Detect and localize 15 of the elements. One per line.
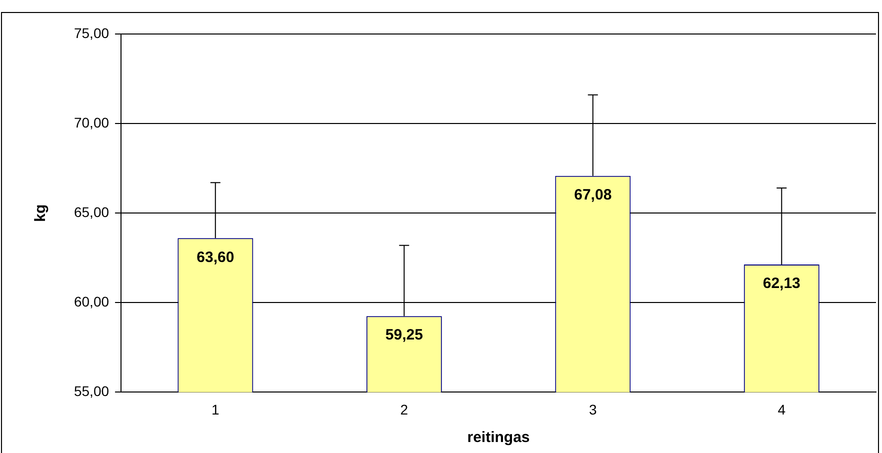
y-axis-title: kg <box>32 204 50 222</box>
y-tick-label: 55,00 <box>74 383 110 400</box>
y-tick-label: 75,00 <box>74 24 110 41</box>
x-tick-label: 1 <box>212 401 220 418</box>
y-tick-label: 60,00 <box>74 294 110 310</box>
y-tick-label: 65,00 <box>74 204 110 220</box>
data-label: 67,08 <box>574 186 612 204</box>
data-label: 63,60 <box>196 248 234 266</box>
data-label: 59,25 <box>385 326 423 344</box>
x-tick-label: 4 <box>778 401 786 418</box>
x-tick-label: 3 <box>588 401 597 418</box>
data-label: 62,13 <box>762 275 800 292</box>
x-axis-title: reitingas <box>467 429 530 446</box>
y-tick-label: 70,00 <box>74 114 110 130</box>
x-tick-label: 2 <box>400 401 408 418</box>
